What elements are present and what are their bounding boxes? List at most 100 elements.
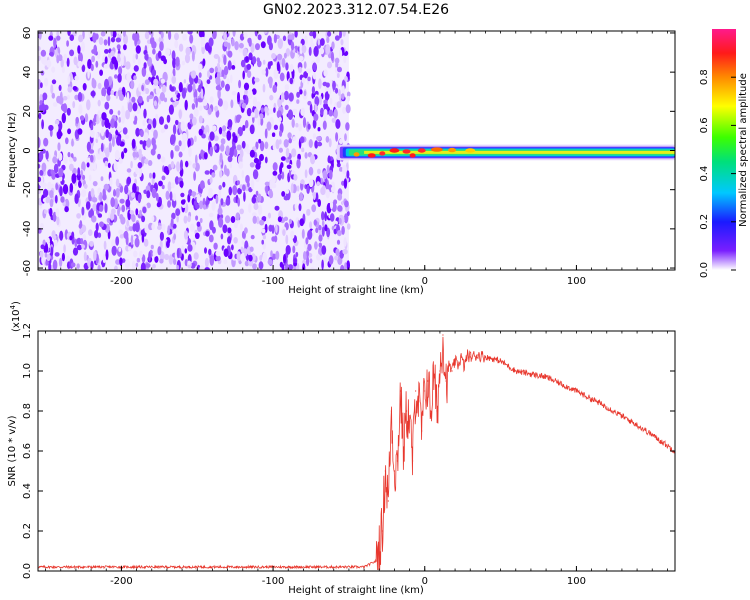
noise-speck [323,109,328,118]
noise-speck [292,136,297,141]
noise-speck [188,146,192,157]
noise-speck [112,31,117,38]
noise-speck [230,216,236,223]
snr-data-point [451,370,453,372]
snr-data-point [463,366,465,368]
noise-speck [331,117,336,123]
noise-speck [275,224,278,233]
noise-speck [280,156,286,161]
noise-speck [235,212,240,221]
noise-speck [267,35,272,46]
noise-speck [180,140,186,152]
noise-speck [318,230,322,236]
noise-speck [126,72,131,83]
noise-speck [303,90,307,97]
noise-speck [194,162,200,172]
noise-speck [199,265,205,270]
spectrogram-x-label: Height of straight line (km) [288,285,424,296]
noise-speck [252,212,257,218]
noise-speck [241,170,245,179]
noise-speck [259,140,265,152]
noise-speck [125,134,130,140]
noise-speck [50,84,54,94]
noise-speck [333,31,338,36]
noise-speck [344,200,349,208]
noise-speck [306,68,312,74]
y-tick-label: -40 [22,221,33,237]
noise-speck [287,109,294,120]
noise-speck [293,174,298,181]
noise-speck [117,110,121,116]
noise-speck [86,162,90,168]
noise-speck [247,181,250,188]
noise-speck [52,211,57,222]
noise-speck [299,136,305,144]
noise-speck [209,131,215,141]
noise-speck [325,44,331,55]
noise-speck [254,77,260,83]
noise-speck [104,78,109,90]
noise-speck [215,250,221,257]
snr-data-point [436,410,438,412]
noise-speck [192,82,196,93]
noise-speck [264,106,268,113]
noise-speck [138,168,142,178]
noise-speck [58,152,63,161]
noise-speck [237,187,242,195]
noise-speck [319,47,325,55]
noise-speck [76,173,82,181]
noise-speck [255,216,260,225]
noise-speck [107,162,111,169]
noise-speck [46,59,52,68]
y-tick-label: 0.6 [22,443,33,459]
noise-speck [88,210,92,218]
noise-speck [56,35,61,41]
noise-speck [49,198,54,208]
noise-speck [208,212,214,218]
noise-speck [170,161,175,169]
noise-speck [38,55,41,62]
noise-speck [95,253,99,264]
noise-speck [175,56,180,67]
noise-speck [275,139,280,150]
noise-speck [93,162,97,171]
noise-speck [264,128,268,139]
x-tick-label: -200 [110,576,133,587]
noise-speck [266,121,272,131]
y-tick-label: 20 [22,105,33,118]
noise-speck [61,112,66,124]
noise-speck [184,248,188,254]
noise-speck [321,211,325,221]
noise-speck [274,205,280,211]
noise-speck [193,171,197,181]
noise-speck [223,54,227,66]
noise-speck [134,222,140,233]
noise-speck [305,237,309,245]
noise-speck [290,183,294,194]
noise-speck [334,35,340,41]
noise-speck [209,220,214,231]
noise-speck [346,210,350,217]
noise-speck [134,115,138,123]
noise-speck [255,190,259,196]
noise-speck [260,41,266,49]
noise-speck [212,164,218,171]
noise-speck [227,236,232,245]
noise-speck [69,34,75,41]
noise-speck [330,51,334,62]
noise-speck [104,202,108,214]
noise-speck [241,140,246,149]
noise-speck [232,185,238,196]
noise-speck [225,168,230,177]
snr-data-point [433,374,435,376]
noise-speck [178,151,183,158]
noise-speck [220,31,225,35]
noise-speck [77,128,83,135]
noise-speck [119,257,123,266]
noise-speck [69,235,73,241]
noise-speck [136,186,140,192]
noise-speck [345,122,350,131]
noise-speck [63,156,68,164]
noise-speck [113,160,118,172]
noise-speck [337,254,341,265]
